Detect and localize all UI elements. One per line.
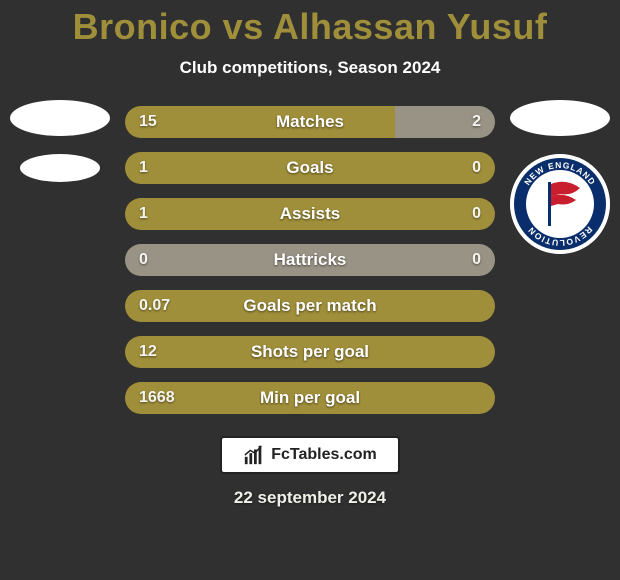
chart-area: NEW ENGLAND REVOLUTION 15Matches2 1Goals0… [0, 106, 620, 414]
player-left-badge [10, 100, 110, 182]
crest-svg: NEW ENGLAND REVOLUTION [510, 154, 610, 254]
bar-track [125, 244, 495, 276]
infographic-root: Bronico vs Alhassan Yusuf Club competiti… [0, 0, 620, 580]
bar-segment-left [125, 106, 395, 138]
player-right-badge: NEW ENGLAND REVOLUTION [510, 100, 610, 254]
bar-row: 1668Min per goal [125, 382, 495, 414]
bar-row: 1Goals0 [125, 152, 495, 184]
bar-segment-right [125, 244, 495, 276]
date: 22 september 2024 [234, 488, 386, 508]
bar-row: 15Matches2 [125, 106, 495, 138]
placeholder-oval-small [20, 154, 100, 182]
chart-icon [243, 444, 265, 466]
bar-track [125, 198, 495, 230]
bar-row: 1Assists0 [125, 198, 495, 230]
placeholder-oval [10, 100, 110, 136]
brand-text: FcTables.com [271, 446, 377, 464]
bar-row: 12Shots per goal [125, 336, 495, 368]
title: Bronico vs Alhassan Yusuf [73, 6, 548, 48]
bar-segment-left [125, 152, 495, 184]
bar-track [125, 382, 495, 414]
subtitle: Club competitions, Season 2024 [180, 58, 441, 78]
bar-row: 0.07Goals per match [125, 290, 495, 322]
bar-segment-right [395, 106, 495, 138]
bar-track [125, 152, 495, 184]
bar-track [125, 336, 495, 368]
bars-container: 15Matches2 1Goals0 1Assists0 0Hattricks0 0.0… [125, 106, 495, 414]
bar-track [125, 106, 495, 138]
placeholder-oval [510, 100, 610, 136]
bar-segment-left [125, 290, 495, 322]
bar-segment-left [125, 382, 495, 414]
bar-segment-left [125, 336, 495, 368]
brand-badge: FcTables.com [220, 436, 400, 474]
bar-segment-left [125, 198, 495, 230]
team-crest: NEW ENGLAND REVOLUTION [510, 154, 610, 254]
bar-track [125, 290, 495, 322]
bar-row: 0Hattricks0 [125, 244, 495, 276]
